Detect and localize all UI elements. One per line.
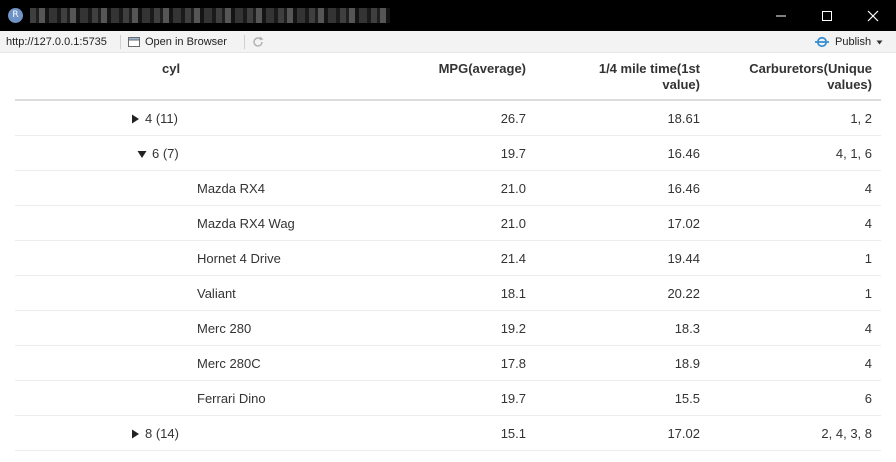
- qsec-cell: 18.61: [667, 111, 700, 126]
- header-carb-line1: Carburetors(Unique: [749, 61, 872, 76]
- header-qsec-line2: value): [662, 77, 700, 92]
- car-name-cell: Merc 280: [197, 321, 252, 336]
- table-row: Hornet 4 Drive 21.4 19.44 1: [15, 241, 881, 276]
- refresh-icon[interactable]: [251, 35, 265, 49]
- close-button[interactable]: [850, 0, 896, 31]
- header-carb[interactable]: Carburetors(Unique values): [722, 61, 872, 93]
- table-row: Ferrari Dino 19.7 15.5 6: [15, 381, 881, 416]
- carb-cell: 4: [864, 321, 872, 336]
- carb-cell: 4: [864, 216, 872, 231]
- minimize-icon: [776, 15, 786, 17]
- qsec-cell: 18.9: [674, 356, 700, 371]
- toolbar-divider: [244, 35, 245, 49]
- table-row: Valiant 18.1 20.22 1: [15, 276, 881, 311]
- group-label: 4 (11): [145, 111, 178, 126]
- qsec-cell: 16.46: [667, 181, 700, 196]
- header-qsec[interactable]: 1/4 mile time(1st value): [580, 61, 700, 93]
- group-row-cyl-4[interactable]: 4 (11) 26.7 18.61 1, 2: [15, 101, 881, 136]
- group-label: 8 (14): [145, 426, 179, 441]
- qsec-cell: 16.46: [667, 146, 700, 161]
- carb-cell: 1: [864, 251, 872, 266]
- car-name-cell: Valiant: [197, 286, 236, 301]
- carb-cell: 4: [864, 356, 872, 371]
- mpg-cell: 21.0: [500, 181, 526, 196]
- publish-icon: [815, 36, 829, 48]
- carb-cell: 4, 1, 6: [835, 146, 872, 161]
- caret-right-icon[interactable]: [130, 114, 140, 124]
- mpg-cell: 26.7: [500, 111, 526, 126]
- group-cell[interactable]: 4 (11): [130, 111, 178, 127]
- app-icon-letter: R: [12, 10, 19, 20]
- mpg-cell: 19.7: [500, 391, 526, 406]
- maximize-button[interactable]: [804, 0, 850, 31]
- carb-cell: 6: [864, 391, 872, 406]
- grouped-table: cyl MPG(average) 1/4 mile time(1st value…: [15, 53, 881, 451]
- carb-cell: 2, 4, 3, 8: [821, 426, 872, 441]
- mpg-cell: 21.0: [500, 216, 526, 231]
- qsec-cell: 17.02: [667, 216, 700, 231]
- table-row: Merc 280 19.2 18.3 4: [15, 311, 881, 346]
- open-in-browser-label: Open in Browser: [145, 36, 227, 48]
- group-label: 6 (7): [152, 146, 179, 161]
- group-cell[interactable]: 8 (14): [130, 426, 179, 442]
- publish-label: Publish: [835, 36, 872, 48]
- header-cyl[interactable]: cyl: [162, 61, 181, 76]
- minimize-button[interactable]: [758, 0, 804, 31]
- car-name-cell: Mazda RX4: [197, 181, 265, 196]
- maximize-icon: [822, 11, 832, 21]
- table-header: cyl MPG(average) 1/4 mile time(1st value…: [15, 53, 881, 101]
- qsec-cell: 15.5: [674, 391, 700, 406]
- car-name-cell: Merc 280C: [197, 356, 261, 371]
- carb-cell: 1: [864, 286, 872, 301]
- header-carb-line2: values): [827, 77, 872, 92]
- mpg-cell: 19.2: [500, 321, 526, 336]
- table-row: Mazda RX4 21.0 16.46 4: [15, 171, 881, 206]
- r-app-icon: R: [8, 8, 23, 23]
- browser-window-icon: [128, 37, 140, 47]
- qsec-cell: 17.02: [667, 426, 700, 441]
- carb-cell: 4: [864, 181, 872, 196]
- group-row-cyl-6[interactable]: 6 (7) 19.7 16.46 4, 1, 6: [15, 136, 881, 171]
- mpg-cell: 15.1: [500, 426, 526, 441]
- car-name-cell: Mazda RX4 Wag: [197, 216, 295, 231]
- header-mpg[interactable]: MPG(average): [438, 61, 526, 76]
- viewer-toolbar: http://127.0.0.1:5735 Open in Browser Pu…: [0, 31, 896, 53]
- mpg-cell: 17.8: [500, 356, 526, 371]
- chevron-down-icon: [876, 40, 883, 44]
- qsec-cell: 18.3: [674, 321, 700, 336]
- header-qsec-line1: 1/4 mile time(1st: [598, 61, 700, 76]
- car-name-cell: Hornet 4 Drive: [197, 251, 281, 266]
- mpg-cell: 21.4: [500, 251, 526, 266]
- window-titlebar: R: [0, 0, 896, 31]
- url-display: http://127.0.0.1:5735: [6, 36, 107, 48]
- carb-cell: 1, 2: [850, 111, 872, 126]
- close-icon: [867, 10, 879, 22]
- toolbar-divider: [120, 35, 121, 49]
- car-name-cell: Ferrari Dino: [197, 391, 266, 406]
- caret-down-icon[interactable]: [137, 149, 147, 159]
- group-row-cyl-8[interactable]: 8 (14) 15.1 17.02 2, 4, 3, 8: [15, 416, 881, 451]
- publish-button[interactable]: Publish: [814, 35, 883, 49]
- qsec-cell: 19.44: [667, 251, 700, 266]
- qsec-cell: 20.22: [667, 286, 700, 301]
- window-title-redacted: [30, 8, 390, 23]
- group-cell[interactable]: 6 (7): [137, 146, 179, 162]
- open-in-browser-button[interactable]: Open in Browser: [128, 35, 227, 49]
- table-row: Mazda RX4 Wag 21.0 17.02 4: [15, 206, 881, 241]
- caret-right-icon[interactable]: [130, 429, 140, 439]
- mpg-cell: 19.7: [500, 146, 526, 161]
- table-row: Merc 280C 17.8 18.9 4: [15, 346, 881, 381]
- mpg-cell: 18.1: [500, 286, 526, 301]
